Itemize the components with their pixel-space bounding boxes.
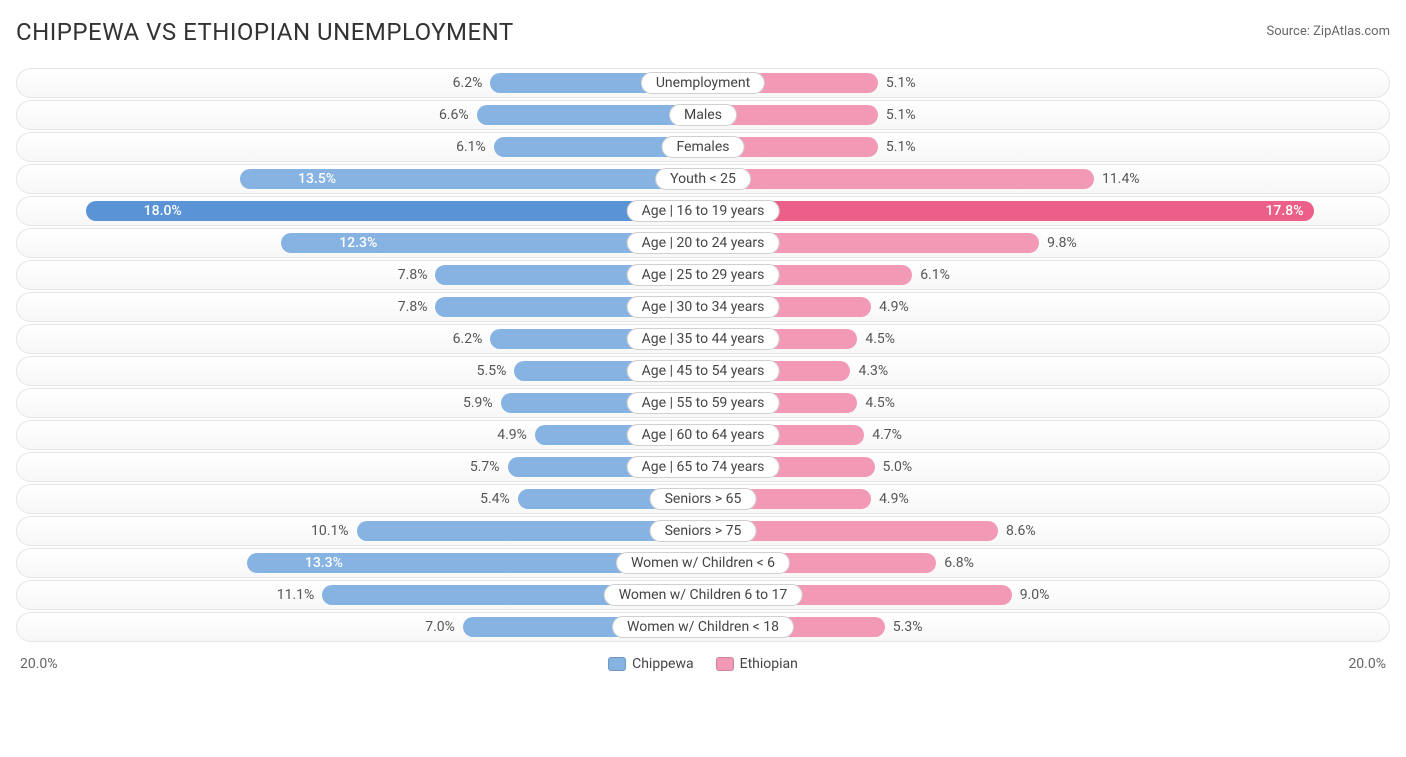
value-left: 4.9% [497,421,535,449]
category-label: Women w/ Children < 18 [612,616,794,638]
chart-footer: 20.0% Chippewa Ethiopian 20.0% [16,652,1390,676]
value-left: 12.3% [329,229,377,257]
chart-row: 5.4% 4.9% Seniors > 65 [16,484,1390,514]
value-right: 6.1% [912,261,950,289]
category-label: Youth < 25 [655,168,751,190]
category-label: Age | 60 to 64 years [627,424,780,446]
chart-row: 6.2% 4.5% Age | 35 to 44 years [16,324,1390,354]
legend-swatch-left [608,657,626,671]
value-left: 5.5% [477,357,515,385]
value-right: 8.6% [998,517,1036,545]
chart-row: 5.9% 4.5% Age | 55 to 59 years [16,388,1390,418]
axis-max-left: 20.0% [20,656,58,672]
category-label: Age | 20 to 24 years [627,232,780,254]
value-left: 11.1% [277,581,323,609]
chart-row: 10.1% 8.6% Seniors > 75 [16,516,1390,546]
diverging-bar-chart: 6.2% 5.1% Unemployment 6.6% 5.1% Males 6.1% 5.1… [16,68,1390,642]
value-right: 4.5% [857,325,895,353]
chart-row: 5.5% 4.3% Age | 45 to 54 years [16,356,1390,386]
axis-max-right: 20.0% [1348,656,1386,672]
value-left: 6.2% [453,325,491,353]
bar-right [703,201,1314,221]
chart-row: 18.0% 17.8% Age | 16 to 19 years [16,196,1390,226]
value-right: 9.8% [1039,229,1077,257]
value-left: 6.6% [439,101,477,129]
category-label: Age | 65 to 74 years [627,456,780,478]
chart-legend: Chippewa Ethiopian [608,656,798,672]
value-left: 10.1% [311,517,357,545]
value-left: 7.0% [425,613,463,641]
chart-row: 6.1% 5.1% Females [16,132,1390,162]
value-left: 13.3% [295,549,343,577]
value-left: 5.9% [463,389,501,417]
category-label: Age | 16 to 19 years [627,200,780,222]
category-label: Women w/ Children < 6 [616,552,790,574]
category-label: Age | 55 to 59 years [627,392,780,414]
value-right: 9.0% [1012,581,1050,609]
category-label: Females [662,136,745,158]
value-right: 17.8% [1265,197,1313,225]
value-right: 6.8% [936,549,974,577]
value-left: 7.8% [398,293,436,321]
chart-row: 6.6% 5.1% Males [16,100,1390,130]
value-right: 5.3% [885,613,923,641]
category-label: Age | 35 to 44 years [627,328,780,350]
chart-row: 12.3% 9.8% Age | 20 to 24 years [16,228,1390,258]
chart-row: 6.2% 5.1% Unemployment [16,68,1390,98]
value-right: 5.1% [878,69,916,97]
legend-swatch-right [716,657,734,671]
category-label: Unemployment [641,72,765,94]
chart-title: CHIPPEWA VS ETHIOPIAN UNEMPLOYMENT [16,18,514,46]
category-label: Age | 25 to 29 years [627,264,780,286]
bar-right [703,169,1094,189]
value-left: 5.4% [480,485,518,513]
value-left: 6.1% [456,133,494,161]
value-right: 5.1% [878,101,916,129]
value-left: 13.5% [288,165,336,193]
category-label: Age | 30 to 34 years [627,296,780,318]
value-left: 6.2% [453,69,491,97]
legend-item-right: Ethiopian [716,656,798,672]
legend-label-left: Chippewa [632,656,694,672]
chart-row: 13.3% 6.8% Women w/ Children < 6 [16,548,1390,578]
value-right: 4.9% [871,293,909,321]
value-right: 4.9% [871,485,909,513]
legend-item-left: Chippewa [608,656,694,672]
chart-row: 13.5% 11.4% Youth < 25 [16,164,1390,194]
category-label: Seniors > 75 [650,520,757,542]
value-left: 5.7% [470,453,508,481]
value-right: 4.5% [857,389,895,417]
value-right: 4.3% [850,357,888,385]
category-label: Seniors > 65 [650,488,757,510]
chart-row: 5.7% 5.0% Age | 65 to 74 years [16,452,1390,482]
chart-container: CHIPPEWA VS ETHIOPIAN UNEMPLOYMENT Sourc… [0,0,1406,686]
value-right: 4.7% [864,421,902,449]
chart-row: 7.8% 4.9% Age | 30 to 34 years [16,292,1390,322]
chart-header: CHIPPEWA VS ETHIOPIAN UNEMPLOYMENT Sourc… [16,18,1390,46]
value-left: 18.0% [134,197,182,225]
chart-row: 7.0% 5.3% Women w/ Children < 18 [16,612,1390,642]
legend-label-right: Ethiopian [740,656,798,672]
category-label: Women w/ Children 6 to 17 [604,584,803,606]
value-right: 5.1% [878,133,916,161]
chart-source: Source: ZipAtlas.com [1266,24,1390,39]
category-label: Males [669,104,737,126]
value-right: 5.0% [875,453,913,481]
chart-row: 11.1% 9.0% Women w/ Children 6 to 17 [16,580,1390,610]
chart-row: 7.8% 6.1% Age | 25 to 29 years [16,260,1390,290]
category-label: Age | 45 to 54 years [627,360,780,382]
value-right: 11.4% [1094,165,1140,193]
chart-row: 4.9% 4.7% Age | 60 to 64 years [16,420,1390,450]
value-left: 7.8% [398,261,436,289]
